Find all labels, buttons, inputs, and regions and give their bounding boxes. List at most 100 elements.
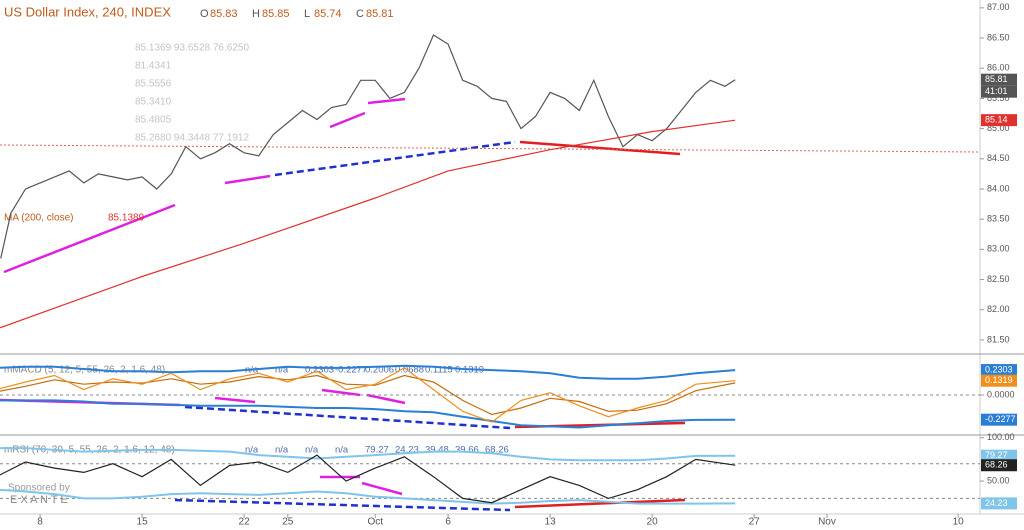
indicator-title: mMACD (5, 12, 5, 55, 26, 2, 1.6, 48) bbox=[4, 365, 165, 376]
last-value-label: 85.14 bbox=[985, 115, 1008, 125]
trend-line bbox=[214, 396, 256, 404]
x-tick-label: 22 bbox=[239, 517, 251, 528]
y-tick-label: 83.00 bbox=[987, 244, 1010, 254]
series-line bbox=[0, 34, 736, 259]
last-value-label: 79.27 bbox=[985, 450, 1008, 460]
study-legend: 81.4341 bbox=[135, 61, 172, 72]
y-tick-label: 82.00 bbox=[987, 304, 1010, 314]
ohlc-label: O bbox=[200, 8, 209, 20]
trend-line bbox=[224, 174, 271, 185]
trend-line bbox=[366, 393, 406, 405]
ohlc-value: 85.81 bbox=[366, 8, 394, 20]
countdown: 41:01 bbox=[985, 86, 1008, 96]
series-line bbox=[0, 364, 736, 380]
ohlc-label: L bbox=[304, 8, 310, 20]
last-value-label: 0.1319 bbox=[985, 375, 1013, 385]
sponsor-name: E X A N T E bbox=[10, 494, 68, 506]
x-tick-label: Nov bbox=[818, 517, 836, 528]
ohlc-value: 85.83 bbox=[210, 8, 238, 20]
indicator-value: 0.0688 bbox=[395, 365, 424, 376]
last-value-box bbox=[981, 364, 1017, 377]
last-value-box bbox=[981, 449, 1017, 462]
indicator-title: mRSI (70, 30, 5, 55, 26, 2, 1.6, 12, 48) bbox=[4, 445, 175, 456]
study-legend: 85.3410 bbox=[135, 97, 172, 108]
last-value-box bbox=[981, 374, 1017, 387]
indicator-value: n/a bbox=[245, 445, 259, 456]
trend-line bbox=[361, 481, 403, 496]
y-tick-label: 85.50 bbox=[987, 93, 1010, 103]
y-tick-label: 0.0000 bbox=[987, 389, 1015, 399]
last-value-label: 68.26 bbox=[985, 460, 1008, 470]
indicator-value: n/a bbox=[275, 445, 289, 456]
sponsor: Sponsored by bbox=[8, 483, 70, 494]
indicator-value: 24.23 bbox=[395, 445, 419, 456]
y-tick-label: 100.00 bbox=[987, 432, 1015, 442]
trend-line bbox=[321, 388, 361, 397]
ohlc-label: H bbox=[252, 8, 260, 20]
indicator-value: -0.2277 bbox=[335, 365, 367, 376]
y-tick-label: 84.50 bbox=[987, 153, 1010, 163]
trend-line bbox=[367, 97, 406, 105]
ohlc-value: 85.85 bbox=[262, 8, 290, 20]
last-value-label: 24.23 bbox=[985, 498, 1008, 508]
indicator-value: 79.27 bbox=[365, 445, 389, 456]
series-line bbox=[0, 447, 736, 462]
x-tick-label: 10 bbox=[953, 517, 965, 528]
indicator-value: n/a bbox=[335, 445, 349, 456]
chart-title: US Dollar Index, 240, INDEX bbox=[4, 4, 171, 19]
y-tick-label: 84.00 bbox=[987, 183, 1010, 193]
trend-line bbox=[329, 111, 366, 129]
x-tick-label: 13 bbox=[545, 517, 557, 528]
trend-line bbox=[3, 203, 176, 274]
series-line bbox=[0, 367, 736, 423]
study-legend: 85.5556 bbox=[135, 79, 172, 90]
trend-line bbox=[519, 140, 681, 156]
y-tick-label: 87.00 bbox=[987, 2, 1010, 12]
x-tick-label: 6 bbox=[445, 517, 451, 528]
study-legend: 85.1369 93.6528 76.6250 bbox=[135, 43, 249, 54]
last-value-label: -0.2277 bbox=[985, 414, 1016, 424]
y-tick-label: 86.00 bbox=[987, 63, 1010, 73]
y-tick-label: 86.50 bbox=[987, 32, 1010, 42]
last-value-box bbox=[981, 413, 1017, 426]
last-value-label: 85.81 bbox=[985, 74, 1008, 84]
ma-label: MA (200, close) bbox=[4, 213, 73, 224]
series-line bbox=[0, 488, 736, 505]
x-tick-label: Oct bbox=[367, 517, 383, 528]
series-line bbox=[0, 374, 736, 416]
x-tick-label: 27 bbox=[749, 517, 761, 528]
y-tick-label: 83.50 bbox=[987, 214, 1010, 224]
y-tick-label: 85.00 bbox=[987, 123, 1010, 133]
series-line bbox=[0, 399, 736, 429]
indicator-value: n/a bbox=[305, 445, 319, 456]
countdown-box bbox=[981, 85, 1017, 98]
indicator-value: 0.2006 bbox=[365, 365, 394, 376]
study-legend: 85.2680 94.3448 77.1912 bbox=[135, 133, 249, 144]
last-value-box bbox=[981, 73, 1017, 86]
trend-line bbox=[514, 498, 686, 509]
ohlc-label: C bbox=[356, 8, 364, 20]
indicator-value: n/a bbox=[275, 365, 289, 376]
y-tick-label: 82.50 bbox=[987, 274, 1010, 284]
y-tick-label: 50.00 bbox=[987, 475, 1010, 485]
ma-value: 85.1389 bbox=[108, 213, 145, 224]
x-tick-label: 25 bbox=[282, 517, 294, 528]
trend-line bbox=[174, 498, 511, 512]
indicator-value: 39.66 bbox=[455, 445, 479, 456]
indicator-value: 0.1115 bbox=[425, 365, 453, 376]
x-tick-label: 15 bbox=[137, 517, 149, 528]
last-value-box bbox=[981, 459, 1017, 472]
indicator-value: 39.48 bbox=[425, 445, 449, 456]
last-value-box bbox=[981, 114, 1017, 127]
last-value-box bbox=[981, 497, 1017, 510]
indicator-value: 0.2303 bbox=[305, 365, 334, 376]
series-line bbox=[0, 454, 736, 504]
indicator-value: 68.26 bbox=[485, 445, 509, 456]
x-tick-label: 20 bbox=[647, 517, 659, 528]
study-legend: 85.4805 bbox=[135, 115, 172, 126]
price-line bbox=[0, 144, 981, 153]
last-value-label: 0.2303 bbox=[985, 364, 1013, 374]
trend-line bbox=[274, 140, 516, 177]
